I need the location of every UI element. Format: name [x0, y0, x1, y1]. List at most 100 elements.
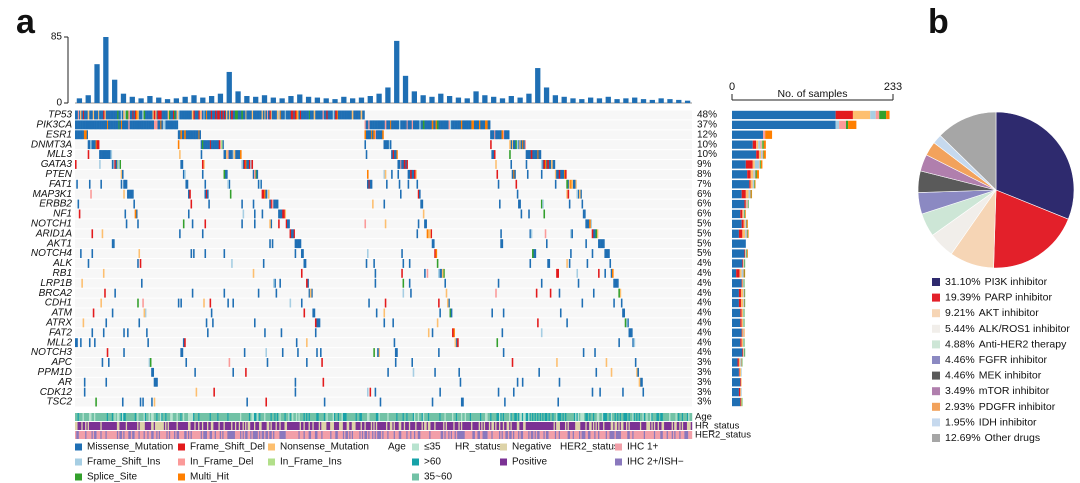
clinical-cell: [562, 413, 564, 421]
mutation-cell: [383, 120, 386, 130]
mutation-cell: [182, 338, 185, 348]
bar: [517, 97, 523, 103]
clinical-cell: [366, 413, 370, 421]
mutation-cell: [460, 397, 463, 407]
clinical-cell: [85, 422, 87, 430]
mutation-cell: [434, 367, 436, 377]
mutation-cell: [204, 189, 207, 199]
mutation-cell: [101, 110, 104, 120]
sample-bar: [875, 110, 880, 120]
mutation-cell: [223, 288, 226, 298]
mutation-cell: [165, 110, 167, 120]
clinical-cell: [78, 413, 83, 421]
legend-swatch: [932, 309, 940, 318]
mutation-cell: [450, 120, 453, 130]
mutation-cell: [139, 397, 142, 407]
clinical-cell: [537, 413, 539, 421]
mutation-cell: [250, 160, 252, 169]
mutation-cell: [440, 120, 443, 130]
gene-label: BRCA2: [39, 288, 73, 299]
sample-bar: [745, 199, 747, 209]
percent-label: 3%: [697, 397, 712, 408]
mutation-cell: [391, 150, 393, 159]
mutation-cell: [622, 387, 624, 397]
mutation-cell: [639, 377, 642, 387]
clinical-cell: [308, 413, 311, 421]
mutation-cell: [516, 377, 519, 387]
clinical-cell: [106, 413, 109, 421]
mutation-cell: [604, 268, 606, 278]
sample-bar: [732, 249, 745, 258]
mutation-cell: [283, 110, 285, 120]
clinical-cell: [539, 413, 542, 421]
mutation-cell: [415, 120, 417, 130]
legend-swatch: [932, 387, 940, 396]
mutation-cell: [364, 219, 367, 229]
bar: [103, 37, 109, 103]
mutation-cell: [75, 338, 77, 348]
clinical-cell: [127, 422, 138, 430]
mutation-cell: [365, 120, 368, 130]
mutation-cell: [448, 120, 450, 130]
mutation-cell: [364, 140, 367, 150]
mutation-cell: [261, 189, 264, 199]
clinical-cell: [420, 431, 430, 439]
mutation-cell: [429, 229, 431, 239]
mutation-cell: [118, 160, 120, 169]
mutation-cell: [521, 377, 524, 387]
mutation-cell: [94, 140, 96, 150]
mutation-cell: [419, 120, 421, 130]
clinical-cell: [388, 413, 397, 421]
clinical-cell: [548, 431, 556, 439]
sample-bar: [743, 328, 744, 337]
bar: [314, 97, 321, 103]
clinical-cell: [537, 431, 540, 439]
clinical-cell: [496, 422, 500, 430]
mutation-cell: [383, 318, 386, 328]
clinical-cell: [450, 431, 453, 439]
mutation-cell: [372, 199, 374, 209]
clinical-cell: [160, 413, 162, 421]
sample-bar: [732, 160, 746, 169]
clinical-cell: [300, 422, 304, 430]
mutation-cell: [585, 239, 587, 249]
mutation-cell: [378, 130, 380, 140]
mutation-cell: [208, 140, 210, 150]
mutation-cell: [232, 110, 234, 120]
clinical-cell: [119, 422, 126, 430]
mutation-cell: [350, 110, 353, 120]
clinical-cell: [652, 422, 655, 430]
mutation-cell: [568, 259, 571, 268]
sample-bar: [743, 259, 744, 268]
bar: [535, 68, 541, 103]
mutation-cell: [636, 367, 638, 377]
clinical-cell: [359, 413, 363, 421]
percent-label: 37%: [697, 119, 717, 130]
mutation-cell: [383, 140, 386, 150]
clinical-cell: [201, 422, 204, 430]
mutation-cell: [196, 110, 199, 120]
clinical-cell: [445, 431, 449, 439]
mutation-cell: [307, 110, 309, 120]
clinical-cell: [516, 422, 520, 430]
clinical-cell: [388, 431, 394, 439]
sample-bar: [879, 110, 887, 120]
mutation-cell: [332, 110, 335, 120]
mutation-cell: [311, 288, 313, 298]
mutation-cell: [609, 259, 612, 268]
mutation-cell: [87, 140, 90, 150]
mutation-cell: [243, 110, 246, 120]
sample-bar: [745, 209, 746, 219]
bar: [217, 93, 224, 103]
gene-label: RB1: [53, 268, 72, 279]
mutation-cell: [203, 298, 205, 308]
mutation-cell: [379, 120, 382, 130]
mutation-cell: [500, 239, 502, 249]
bar: [605, 96, 611, 103]
mutation-cell: [254, 110, 256, 120]
mutation-cell: [153, 397, 156, 407]
bar: [649, 99, 655, 103]
bar: [76, 98, 83, 103]
mutation-cell: [366, 179, 369, 189]
mutation-cell: [308, 110, 311, 120]
